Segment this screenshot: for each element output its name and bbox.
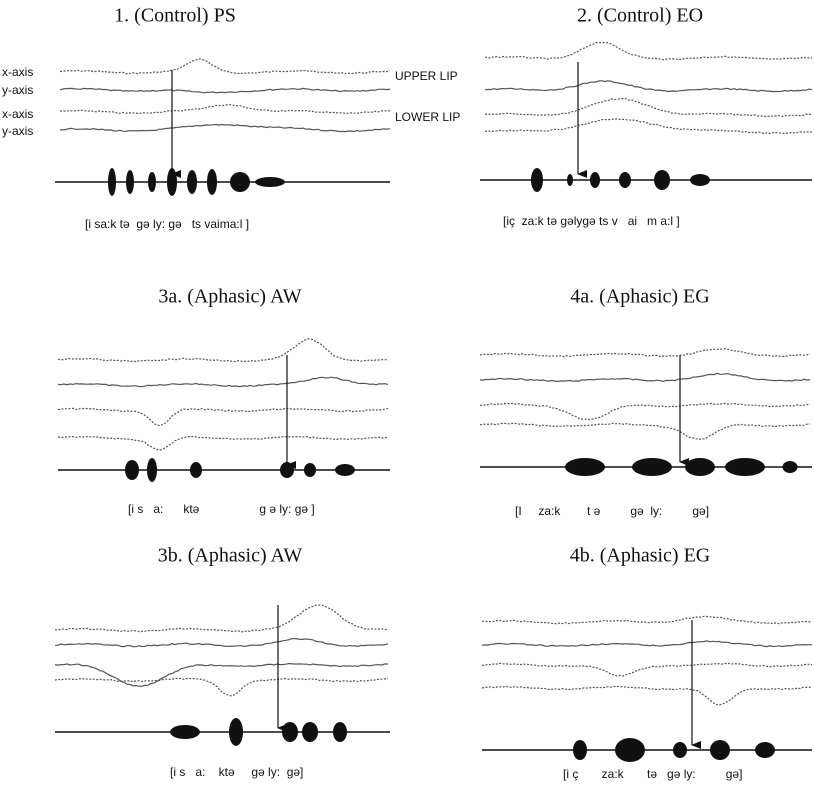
burst [126, 170, 134, 194]
burst [255, 177, 285, 187]
trace [57, 407, 389, 427]
burst [304, 463, 316, 477]
transcription: [i s a: ktə g ə ly: gə ] [128, 502, 315, 516]
panel-title: 4a. (Aphasic) EG [570, 286, 709, 308]
burst [619, 172, 631, 188]
transcription: [i s a: ktə gə ly: gə] [170, 765, 303, 779]
burst [632, 458, 672, 476]
trace [479, 347, 811, 358]
panel-title: 2. (Control) EO [577, 5, 703, 27]
trace [57, 338, 388, 363]
axis-label: x-axis [2, 107, 33, 121]
burst [673, 742, 687, 758]
burst [725, 458, 765, 476]
lower-lip-label: LOWER LIP [395, 110, 460, 124]
trace [60, 104, 390, 115]
burst [207, 169, 217, 195]
burst [755, 742, 775, 758]
burst [573, 740, 587, 760]
burst [170, 725, 200, 739]
panel-title: 3a. (Aphasic) AW [158, 286, 301, 308]
trace [57, 435, 389, 451]
trace [479, 372, 811, 383]
burst [282, 722, 298, 742]
trace [484, 41, 813, 61]
burst [567, 174, 573, 186]
trace [484, 118, 813, 135]
trace [484, 97, 813, 118]
burst [147, 458, 157, 482]
trace [54, 677, 389, 697]
axis-label: x-axis [2, 65, 33, 79]
burst [654, 170, 670, 190]
trace [57, 376, 389, 388]
burst [229, 718, 243, 746]
panel-title: 1. (Control) PS [114, 5, 236, 27]
burst [615, 738, 645, 762]
axis-label: y-axis [2, 83, 33, 97]
burst [531, 168, 543, 192]
panel-title: 3b. (Aphasic) AW [158, 545, 303, 567]
axis-label: y-axis [2, 124, 33, 138]
burst [782, 461, 798, 473]
trace [481, 662, 813, 677]
trace [480, 402, 811, 421]
trace [59, 58, 391, 75]
trace [479, 422, 811, 440]
transcription: [i sa:k tə gə ly: gə ts vaima:l ] [85, 217, 249, 231]
burst [685, 458, 715, 476]
transcription: [I za:k t ə gə ly: gə] [515, 504, 709, 518]
burst [335, 464, 355, 476]
transcription: [iç za:k tə gəlygə ts v ai m a:l ] [503, 214, 680, 228]
burst [710, 740, 730, 760]
burst [125, 460, 139, 480]
burst [302, 722, 318, 742]
burst [148, 172, 156, 192]
trace [59, 123, 391, 133]
burst [333, 722, 347, 742]
burst [190, 462, 202, 478]
trace [55, 604, 389, 633]
traces [54, 41, 813, 762]
trace [59, 87, 391, 94]
burst [230, 172, 250, 192]
panel-title: 4b. (Aphasic) EG [570, 545, 711, 567]
transcription: [i ç za:k tə gə ly: gə] [563, 767, 742, 781]
trace [54, 662, 389, 687]
burst [590, 172, 600, 188]
burst [187, 170, 197, 194]
upper-lip-label: UPPER LIP [395, 69, 458, 83]
trace [481, 640, 812, 648]
burst [108, 168, 116, 196]
trace [481, 685, 813, 706]
burst [565, 458, 605, 476]
trace [55, 638, 389, 648]
trace [484, 80, 813, 93]
burst [690, 174, 710, 186]
trace [482, 615, 813, 625]
